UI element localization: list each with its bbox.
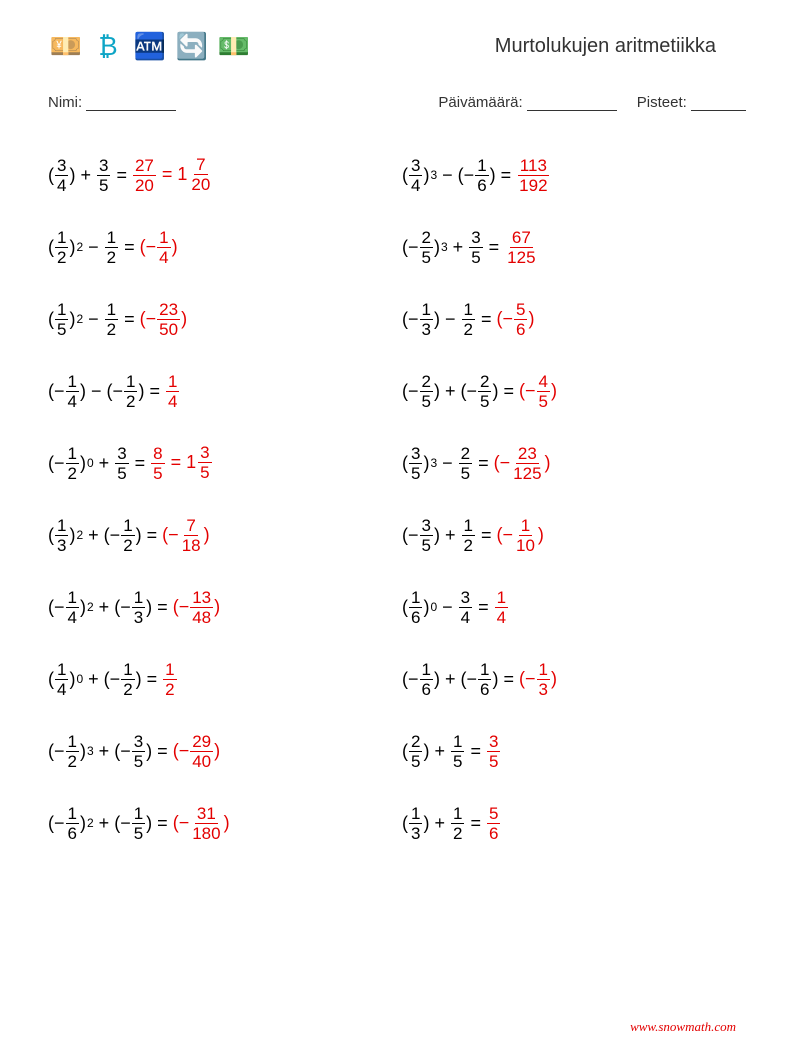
- answer: 35: [486, 733, 501, 770]
- date-field: Päivämäärä:: [438, 94, 616, 111]
- problem: (15)2−12=(−2350): [48, 283, 392, 355]
- answer: 113192: [516, 157, 550, 194]
- problem: (−12)3+(−35)=(−2940): [48, 715, 392, 787]
- bitcoin-icon: ₿: [90, 28, 126, 64]
- answer: (−13): [519, 661, 557, 698]
- worksheet-page: 💴₿🏧🔄💵 Murtolukujen aritmetiikka Nimi: Pä…: [0, 0, 794, 1053]
- answer: (−31180): [173, 805, 230, 842]
- answer: (−1348): [173, 589, 220, 626]
- answer: 14: [494, 589, 509, 626]
- info-row: Nimi: Päivämäärä: Pisteet:: [48, 94, 746, 111]
- problem: (16)0−34=14: [402, 571, 746, 643]
- problem: (13)+12=56: [402, 787, 746, 859]
- answer: (−2940): [173, 733, 220, 770]
- footer-url: www.snowmath.com: [630, 1019, 736, 1035]
- answer: (−2350): [140, 301, 187, 338]
- hand-dollar-icon: 💵: [216, 28, 252, 64]
- answer: 14: [165, 373, 180, 410]
- problem: (25)+15=35: [402, 715, 746, 787]
- problem: (14)0+(−12)=12: [48, 643, 392, 715]
- name-label: Nimi:: [48, 94, 82, 111]
- problem: (−16)2+(−15)=(−31180): [48, 787, 392, 859]
- answer: 2720=1720: [132, 156, 213, 194]
- problem: (12)2−12=(−14): [48, 211, 392, 283]
- problem: (−25)3+35=67125: [402, 211, 746, 283]
- answer: 12: [162, 661, 177, 698]
- answer: 85=135: [150, 444, 212, 482]
- problem: (−25)+(−25)=(−45): [402, 355, 746, 427]
- score-field: Pisteet:: [637, 94, 746, 111]
- problem: (35)3−25=(−23125): [402, 427, 746, 499]
- score-label: Pisteet:: [637, 94, 687, 111]
- date-blank: [527, 96, 617, 111]
- problem: (−12)0+35=85=135: [48, 427, 392, 499]
- name-blank: [86, 96, 176, 111]
- problem: (−13)−12=(−56): [402, 283, 746, 355]
- answer: (−23125): [494, 445, 551, 482]
- answer: 56: [486, 805, 501, 842]
- problem: (−16)+(−16)=(−13): [402, 643, 746, 715]
- score-blank: [691, 96, 746, 111]
- answer: (−718): [162, 517, 209, 554]
- answer: (−14): [140, 229, 178, 266]
- problem: (13)2+(−12)=(−718): [48, 499, 392, 571]
- answer: (−56): [496, 301, 534, 338]
- name-field: Nimi:: [48, 94, 438, 111]
- hand-money-icon: 💴: [48, 28, 84, 64]
- problem: (34)+35=2720=1720: [48, 139, 392, 211]
- problems-grid: (34)+35=2720=1720(34)3−(−16)=113192(12)2…: [48, 139, 746, 859]
- header-icons: 💴₿🏧🔄💵: [48, 28, 252, 64]
- exchange-coins-icon: 🔄: [174, 28, 210, 64]
- atm-icon: 🏧: [132, 28, 168, 64]
- problem: (−14)2+(−13)=(−1348): [48, 571, 392, 643]
- answer: 67125: [504, 229, 538, 266]
- problem: (−35)+12=(−110): [402, 499, 746, 571]
- problem: (34)3−(−16)=113192: [402, 139, 746, 211]
- page-title: Murtolukujen aritmetiikka: [495, 35, 716, 58]
- answer: (−45): [519, 373, 557, 410]
- header: 💴₿🏧🔄💵 Murtolukujen aritmetiikka: [48, 28, 746, 64]
- answer: (−110): [496, 517, 543, 554]
- problem: (−14)−(−12)=14: [48, 355, 392, 427]
- date-label: Päivämäärä:: [438, 94, 522, 111]
